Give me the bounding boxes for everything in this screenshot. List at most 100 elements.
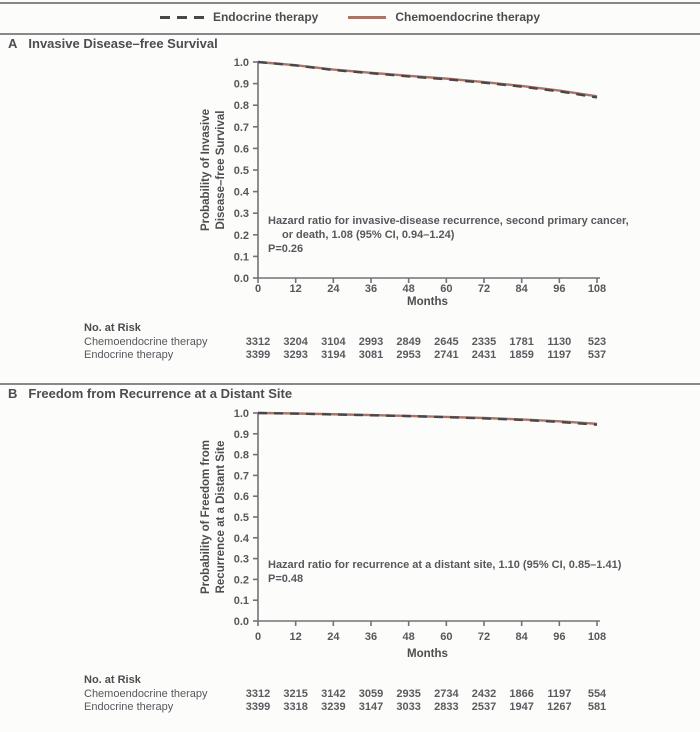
risk-count: 3215	[283, 688, 308, 700]
svg-text:0.5: 0.5	[234, 512, 249, 524]
annotation-line: or death, 1.08 (95% CI, 0.94–1.24)	[282, 229, 455, 241]
svg-text:108: 108	[588, 283, 606, 295]
svg-text:24: 24	[327, 631, 340, 643]
svg-text:0.9: 0.9	[234, 429, 249, 441]
svg-text:84: 84	[516, 631, 529, 643]
svg-text:0.8: 0.8	[234, 450, 249, 462]
risk-count: 3318	[283, 701, 308, 713]
annotation-p-value: P=0.48	[268, 573, 304, 585]
solid-line-swatch-icon	[348, 15, 387, 19]
svg-text:108: 108	[588, 631, 606, 643]
risk-count: 2734	[434, 688, 459, 700]
annotation-line: Hazard ratio for recurrence at a distant…	[268, 559, 622, 571]
svg-text:0.6: 0.6	[234, 491, 249, 503]
svg-text:72: 72	[478, 631, 490, 643]
risk-count: 2833	[434, 701, 459, 713]
svg-text:24: 24	[327, 283, 340, 295]
svg-text:0.3: 0.3	[234, 554, 249, 566]
panel-b-hazard-ratio-annotation: Hazard ratio for recurrence at a distant…	[268, 558, 621, 586]
risk-count: 2431	[471, 349, 497, 361]
svg-text:36: 36	[365, 283, 377, 295]
panel-a-title: A Invasive Disease–free Survival	[8, 36, 218, 51]
risk-count: 3033	[396, 701, 421, 713]
svg-text:12: 12	[290, 283, 302, 295]
risk-count: 2953	[396, 349, 421, 361]
risk-count: 2537	[471, 701, 497, 713]
risk-count: 2741	[434, 349, 459, 361]
panel-a-title-text: Invasive Disease–free Survival	[28, 36, 218, 51]
svg-text:0.2: 0.2	[234, 230, 249, 242]
legend-item-chemoendocrine: Chemoendocrine therapy	[348, 10, 540, 24]
svg-text:0.5: 0.5	[234, 165, 249, 177]
risk-count: 3312	[245, 688, 271, 700]
legend-label-endocrine: Endocrine therapy	[212, 10, 319, 24]
risk-count: 537	[587, 349, 607, 361]
divider-top	[0, 2, 700, 4]
panel-b-title-text: Freedom from Recurrence at a Distant Sit…	[28, 386, 293, 401]
panel-b-x-axis-label: Months	[407, 648, 448, 660]
risk-count: 3147	[358, 701, 384, 713]
svg-text:96: 96	[553, 283, 565, 295]
risk-count: 3104	[321, 336, 346, 348]
svg-text:0.0: 0.0	[234, 616, 249, 628]
risk-count: 3399	[245, 701, 271, 713]
svg-text:0.2: 0.2	[234, 574, 249, 586]
risk-count: 2335	[471, 336, 497, 348]
svg-text:0.7: 0.7	[234, 122, 249, 134]
risk-count: 1197	[547, 349, 572, 361]
svg-text:0.9: 0.9	[234, 79, 249, 91]
risk-count: 3059	[358, 688, 384, 700]
panel-a-hazard-ratio-annotation: Hazard ratio for invasive-disease recurr…	[268, 214, 629, 256]
panel-b-risk-table-header: No. at Risk	[84, 674, 141, 686]
panel-b-risk-row-chemoendocrine: Chemoendocrine therapy 3312 3215 3142 3059 2…	[0, 688, 700, 701]
svg-text:36: 36	[365, 631, 377, 643]
svg-text:84: 84	[516, 283, 529, 295]
risk-count: 581	[587, 701, 607, 713]
svg-text:48: 48	[403, 631, 415, 643]
risk-count: 1197	[547, 688, 572, 700]
svg-text:0.6: 0.6	[234, 143, 249, 155]
svg-text:0.1: 0.1	[234, 251, 249, 263]
svg-text:72: 72	[478, 283, 490, 295]
svg-text:60: 60	[440, 283, 452, 295]
risk-count: 1859	[509, 349, 534, 361]
risk-count: 3293	[283, 349, 308, 361]
risk-count: 2935	[396, 688, 421, 700]
risk-count: 3194	[321, 349, 346, 361]
risk-count: 523	[587, 336, 607, 348]
risk-count: 554	[587, 688, 607, 700]
panel-a-x-axis-label: Months	[407, 296, 448, 308]
panel-a-risk-row-endocrine: Endocrine therapy 3399 3293 3194 3081 2953 27…	[0, 349, 700, 362]
svg-text:12: 12	[290, 631, 302, 643]
svg-text:0: 0	[255, 283, 261, 295]
risk-count: 1866	[509, 688, 534, 700]
svg-text:60: 60	[440, 631, 452, 643]
svg-text:0.0: 0.0	[234, 273, 249, 285]
divider-panels	[0, 383, 700, 385]
panel-b-km-plot: 0.0 0.1 0.2 0.3 0.4 0.5 0.6 0.7 0.8 0.9 1.0 0 12 24 36…	[234, 408, 606, 643]
dashed-line-swatch-icon	[159, 15, 204, 19]
risk-count: 1947	[509, 701, 534, 713]
risk-count: 3239	[321, 701, 346, 713]
panel-a-km-plot: 0.0 0.1 0.2 0.3 0.4 0.5 0.6 0.7 0.8 0.9 1.0 0 12 24 36…	[234, 57, 606, 295]
risk-row-label: Chemoendocrine therapy	[84, 336, 208, 348]
risk-row-label: Endocrine therapy	[84, 349, 174, 361]
risk-row-label: Chemoendocrine therapy	[84, 688, 208, 700]
annotation-line: Hazard ratio for invasive-disease recurr…	[268, 215, 629, 227]
panel-a-letter: A	[8, 36, 18, 51]
risk-count: 3399	[245, 349, 271, 361]
risk-count: 1267	[547, 701, 572, 713]
svg-text:96: 96	[553, 631, 565, 643]
panel-a-risk-row-chemoendocrine: Chemoendocrine therapy 3312 3204 3104 2993 2…	[0, 336, 700, 349]
legend-item-endocrine: Endocrine therapy	[159, 10, 319, 24]
panel-a-risk-table-header: No. at Risk	[84, 322, 141, 334]
risk-count: 2432	[471, 688, 497, 700]
svg-text:48: 48	[403, 283, 415, 295]
panel-b-risk-row-endocrine: Endocrine therapy 3399 3318 3239 3147 3033 28…	[0, 701, 700, 714]
annotation-p-value: P=0.26	[268, 243, 304, 255]
chart-legend: Endocrine therapy Chemoendocrine therapy	[0, 4, 700, 30]
risk-count: 1130	[547, 336, 572, 348]
risk-count: 3204	[283, 336, 308, 348]
svg-text:1.0: 1.0	[234, 408, 249, 420]
risk-count: 3312	[245, 336, 271, 348]
